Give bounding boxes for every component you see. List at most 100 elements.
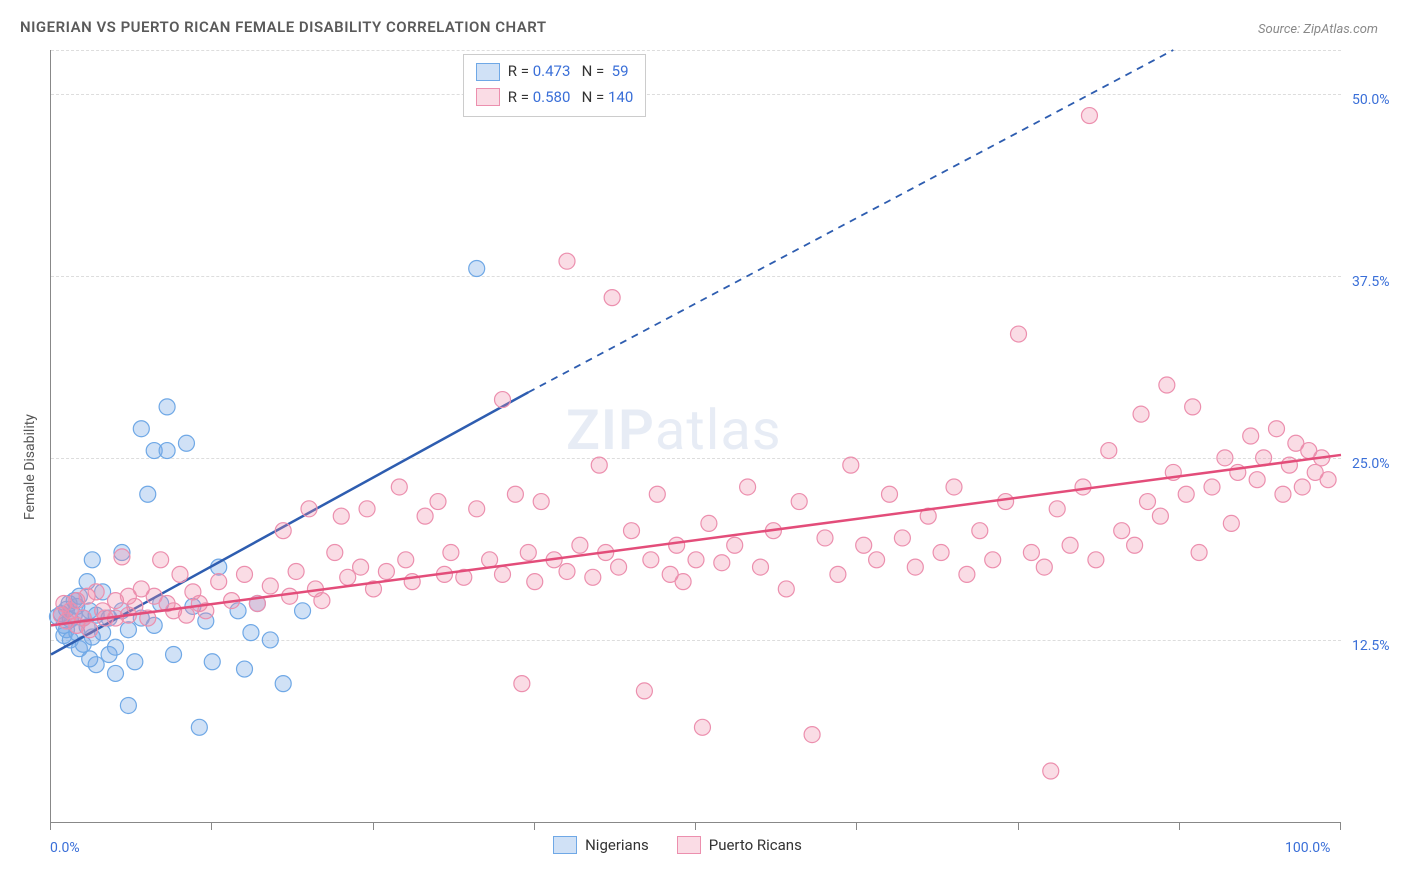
data-point <box>643 552 659 568</box>
data-point <box>120 697 136 713</box>
data-point <box>301 501 317 517</box>
data-point <box>378 563 394 579</box>
data-point <box>1275 486 1291 502</box>
data-point <box>237 566 253 582</box>
data-point <box>959 566 975 582</box>
data-point <box>791 494 807 510</box>
data-point <box>108 665 124 681</box>
data-point <box>1223 515 1239 531</box>
data-point <box>585 569 601 585</box>
correlation-stats-box: R = 0.473 N = 59R = 0.580 N = 140 <box>463 54 646 117</box>
stats-row: R = 0.473 N = 59 <box>476 59 633 85</box>
data-point <box>391 479 407 495</box>
data-point <box>1159 377 1175 393</box>
data-point <box>998 494 1014 510</box>
stats-text: R = 0.580 N = 140 <box>508 85 633 111</box>
stats-text: R = 0.473 N = 59 <box>508 59 629 85</box>
data-point <box>1249 472 1265 488</box>
data-point <box>295 603 311 619</box>
data-point <box>1062 537 1078 553</box>
bottom-legend: Nigerians Puerto Ricans <box>553 836 802 854</box>
data-point <box>559 563 575 579</box>
data-point <box>172 566 188 582</box>
data-point <box>1294 479 1310 495</box>
data-point <box>701 515 717 531</box>
data-point <box>1217 450 1233 466</box>
data-point <box>288 563 304 579</box>
data-point <box>237 661 253 677</box>
data-point <box>636 683 652 699</box>
data-point <box>120 622 136 638</box>
x-tick-mark <box>856 822 857 830</box>
data-point <box>178 607 194 623</box>
legend-label: Nigerians <box>585 836 649 854</box>
x-tick-label: 100.0% <box>1285 840 1330 856</box>
data-point <box>1081 108 1097 124</box>
data-point <box>894 530 910 546</box>
data-point <box>1075 479 1091 495</box>
data-point <box>1011 326 1027 342</box>
data-point <box>153 552 169 568</box>
data-point <box>1320 472 1336 488</box>
legend-item: Puerto Ricans <box>677 836 802 854</box>
data-point <box>591 457 607 473</box>
data-point <box>275 523 291 539</box>
data-point <box>275 676 291 692</box>
data-point <box>159 443 175 459</box>
legend-item: Nigerians <box>553 836 649 854</box>
data-point <box>1133 406 1149 422</box>
data-point <box>327 545 343 561</box>
data-point <box>159 399 175 415</box>
data-point <box>856 537 872 553</box>
data-point <box>604 290 620 306</box>
data-point <box>314 593 330 609</box>
data-point <box>443 545 459 561</box>
data-point <box>740 479 756 495</box>
data-point <box>1140 494 1156 510</box>
data-point <box>1114 523 1130 539</box>
data-point <box>88 657 104 673</box>
data-point <box>282 588 298 604</box>
data-point <box>669 537 685 553</box>
legend-label: Puerto Ricans <box>709 836 802 854</box>
data-point <box>946 479 962 495</box>
data-point <box>482 552 498 568</box>
data-point <box>262 632 278 648</box>
trend-line <box>51 455 1341 625</box>
source-attribution: Source: ZipAtlas.com <box>1258 22 1378 37</box>
data-point <box>1127 537 1143 553</box>
legend-swatch <box>553 836 577 854</box>
data-point <box>972 523 988 539</box>
x-tick-label: 0.0% <box>50 840 80 856</box>
y-tick-label: 25.0% <box>1352 456 1390 472</box>
data-point <box>843 457 859 473</box>
data-point <box>804 727 820 743</box>
data-point <box>1049 501 1065 517</box>
x-tick-mark <box>1179 822 1180 830</box>
data-point <box>108 639 124 655</box>
data-point <box>166 646 182 662</box>
data-point <box>830 566 846 582</box>
data-point <box>1281 457 1297 473</box>
data-point <box>753 559 769 575</box>
data-point <box>1152 508 1168 524</box>
data-point <box>572 537 588 553</box>
data-point <box>1088 552 1104 568</box>
data-point <box>430 494 446 510</box>
y-tick-label: 50.0% <box>1352 92 1390 108</box>
data-point <box>1185 399 1201 415</box>
data-point <box>778 581 794 597</box>
data-point <box>649 486 665 502</box>
data-point <box>727 537 743 553</box>
data-point <box>495 392 511 408</box>
data-point <box>398 552 414 568</box>
data-point <box>985 552 1001 568</box>
data-point <box>688 552 704 568</box>
data-point <box>127 598 143 614</box>
data-point <box>559 253 575 269</box>
data-point <box>469 501 485 517</box>
x-tick-mark <box>534 822 535 830</box>
x-tick-mark <box>1018 822 1019 830</box>
data-point <box>417 508 433 524</box>
data-point <box>359 501 375 517</box>
